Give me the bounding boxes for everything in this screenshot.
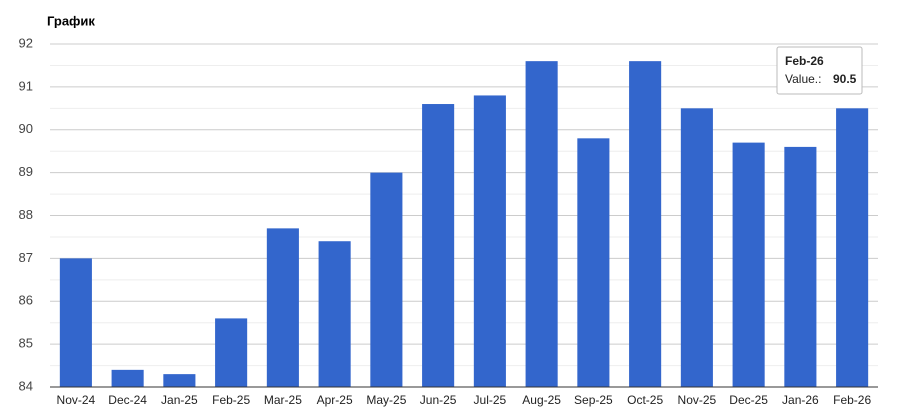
- tooltip-category: Feb-26: [785, 54, 824, 68]
- chart-title: График: [47, 13, 95, 28]
- bar: [732, 142, 765, 387]
- bar: [318, 241, 351, 387]
- bar: [266, 228, 299, 387]
- x-tick-label: Dec-25: [729, 393, 768, 407]
- bar: [473, 95, 506, 387]
- grid: [50, 43, 878, 388]
- x-tick-label: Nov-25: [678, 393, 717, 407]
- bar: [680, 108, 713, 387]
- x-tick-label: May-25: [366, 393, 406, 407]
- bar: [422, 104, 455, 388]
- bar: [163, 374, 196, 387]
- x-tick-label: Apr-25: [317, 393, 353, 407]
- y-tick-label: 88: [19, 207, 33, 222]
- y-tick-label: 91: [19, 78, 33, 93]
- y-tick-label: 85: [19, 336, 33, 351]
- x-tick-label: Oct-25: [627, 393, 663, 407]
- x-tick-label: Feb-26: [833, 393, 871, 407]
- y-tick-label: 90: [19, 121, 33, 136]
- y-tick-label: 84: [19, 378, 33, 393]
- bars: [59, 61, 869, 388]
- tooltip: Feb-26 Value.: 90.5: [776, 46, 863, 95]
- bar: [59, 258, 92, 387]
- x-tick-label: Jun-25: [420, 393, 457, 407]
- tooltip-box: [776, 46, 863, 95]
- tooltip-value: 90.5: [833, 72, 857, 86]
- bar: [629, 61, 662, 388]
- x-tick-label: Jan-26: [782, 393, 819, 407]
- bar: [111, 369, 144, 387]
- bar: [370, 172, 403, 387]
- bar: [836, 108, 869, 387]
- y-tick-label: 92: [19, 35, 33, 50]
- x-tick-label: Sep-25: [574, 393, 613, 407]
- y-tick-label: 89: [19, 164, 33, 179]
- x-tick-label: Nov-24: [57, 393, 96, 407]
- bar: [784, 146, 817, 387]
- x-tick-label: Jan-25: [161, 393, 198, 407]
- x-tick-label: Aug-25: [522, 393, 561, 407]
- x-tick-label: Mar-25: [264, 393, 302, 407]
- x-tick-label: Dec-24: [108, 393, 147, 407]
- bar: [215, 318, 248, 387]
- x-tick-label: Jul-25: [474, 393, 507, 407]
- labels: 84 85 86 87 88 89 90 91 92 Nov-24 Dec-24 Jan-25 Feb-…: [19, 35, 878, 407]
- x-tick-label: Feb-25: [212, 393, 250, 407]
- y-tick-label: 87: [19, 250, 33, 265]
- tooltip-label: Value.:: [785, 72, 821, 86]
- y-tick-label: 86: [19, 293, 33, 308]
- bar: [525, 61, 558, 388]
- bar: [577, 138, 610, 387]
